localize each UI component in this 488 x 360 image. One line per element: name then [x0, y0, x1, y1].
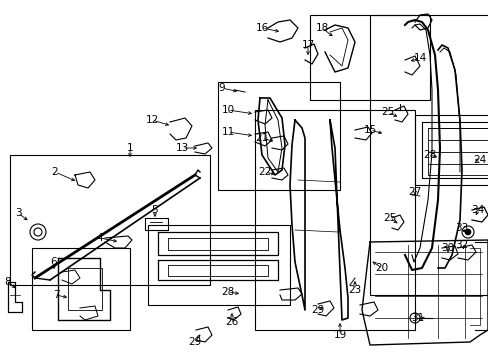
Bar: [254, 110, 414, 330]
Text: 22: 22: [258, 167, 271, 177]
Text: 12: 12: [145, 115, 158, 125]
Text: 9: 9: [218, 83, 225, 93]
Text: 29: 29: [311, 305, 324, 315]
Bar: [309, 15, 429, 100]
Text: 26: 26: [225, 317, 238, 327]
Bar: [148, 225, 289, 305]
Text: 23: 23: [347, 285, 361, 295]
Text: 5: 5: [151, 205, 158, 215]
Text: 33: 33: [454, 223, 468, 233]
Bar: [414, 115, 488, 185]
Text: 4: 4: [97, 233, 103, 243]
Bar: [218, 82, 339, 190]
Text: 31: 31: [410, 313, 424, 323]
Bar: [10, 155, 209, 285]
Text: 7: 7: [53, 290, 59, 300]
Text: 15: 15: [363, 125, 376, 135]
Text: 8: 8: [5, 277, 11, 287]
Text: 24: 24: [472, 155, 486, 165]
Text: 13: 13: [175, 143, 188, 153]
Text: 19: 19: [333, 330, 346, 340]
Text: 3: 3: [15, 208, 21, 218]
Text: 6: 6: [51, 257, 57, 267]
Text: 25: 25: [381, 107, 394, 117]
Text: 16: 16: [255, 23, 268, 33]
Text: 1: 1: [126, 143, 133, 153]
Text: 34: 34: [470, 205, 484, 215]
Text: 28: 28: [221, 287, 234, 297]
Text: 25: 25: [383, 213, 396, 223]
Text: 29: 29: [188, 337, 201, 347]
Bar: [32, 248, 130, 330]
Text: 32: 32: [454, 240, 468, 250]
Text: 14: 14: [412, 53, 426, 63]
Text: 11: 11: [221, 127, 234, 137]
Text: 28: 28: [423, 150, 436, 160]
Bar: [369, 15, 488, 295]
Text: 21: 21: [255, 133, 268, 143]
Text: 2: 2: [52, 167, 58, 177]
Text: 30: 30: [441, 243, 454, 253]
Text: 18: 18: [315, 23, 328, 33]
Text: 10: 10: [221, 105, 234, 115]
Text: 17: 17: [301, 40, 314, 50]
Text: 20: 20: [375, 263, 388, 273]
Circle shape: [464, 229, 470, 235]
Text: 27: 27: [407, 187, 421, 197]
